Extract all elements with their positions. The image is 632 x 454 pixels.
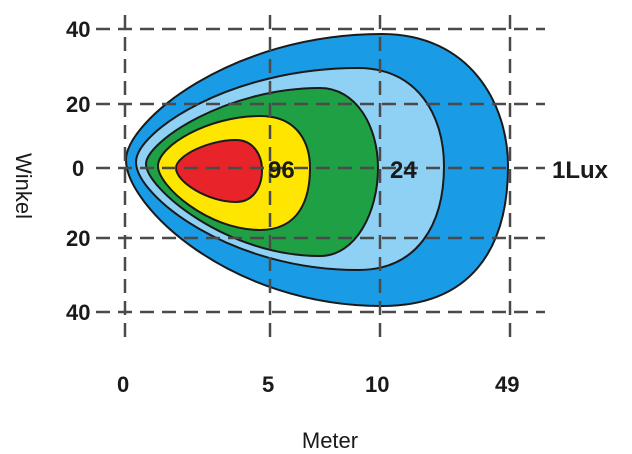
y-tick-label: 40 — [66, 17, 90, 42]
y-tick-label: 20 — [66, 92, 90, 117]
y-tick-label: 20 — [66, 226, 90, 251]
x-tick-label: 5 — [262, 372, 274, 397]
grid — [96, 15, 545, 345]
x-axis-title: Meter — [302, 428, 358, 453]
lux-label-1lux: 1Lux — [552, 157, 609, 184]
lux-label-24: 24 — [390, 157, 417, 184]
x-tick-label: 10 — [365, 372, 389, 397]
lux-zones — [124, 32, 510, 308]
y-tick-label: 0 — [72, 156, 84, 181]
x-tick-label: 49 — [495, 372, 519, 397]
y-tick-label: 40 — [66, 300, 90, 325]
lux-label-96: 96 — [268, 157, 295, 184]
zone-core — [174, 138, 264, 204]
y-axis-title: Winkel — [11, 153, 36, 219]
x-tick-label: 0 — [117, 372, 129, 397]
